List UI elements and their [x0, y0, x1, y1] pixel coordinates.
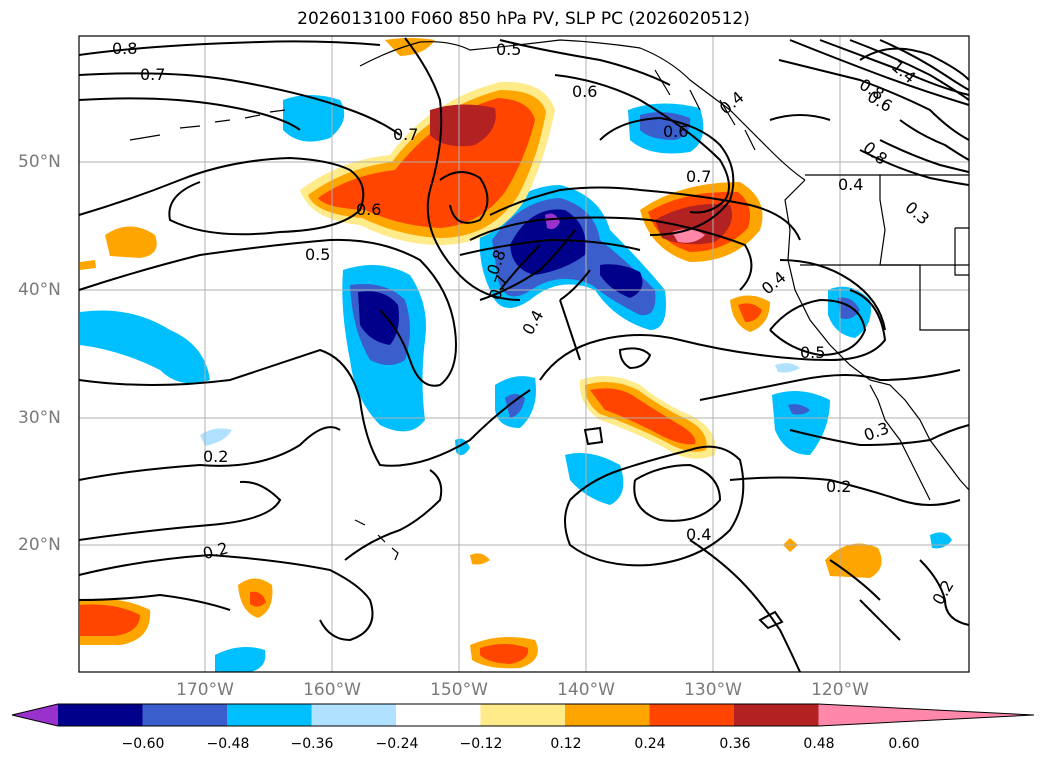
colorbar-swatch [480, 704, 566, 726]
colorbar-swatch [311, 704, 397, 726]
contour-label: 0.2 [826, 477, 851, 496]
colorbar-extend-left [12, 704, 58, 726]
contour-label: 0.7 [686, 167, 711, 186]
lat-label-40n: 40°N [18, 280, 61, 300]
colorbar-swatch [734, 704, 819, 726]
contour-label: 0.5 [496, 40, 521, 59]
map-frame [78, 35, 970, 673]
colorbar-tick: −0.48 [206, 736, 250, 752]
colorbar-extend-right [818, 704, 1034, 726]
colorbar-outline [11, 703, 1035, 727]
map-title: 2026013100 F060 850 hPa PV, SLP PC (2026… [297, 9, 750, 29]
lon-label-170w: 170°W [176, 680, 234, 700]
contour-label: 0.2 [203, 447, 228, 466]
colorbar-swatch [565, 704, 650, 726]
contour-label: 0.6 [663, 122, 688, 141]
colorbar-tick: 0.24 [634, 736, 666, 752]
contour-label: 0.7 [140, 65, 165, 84]
lat-label-20n: 20°N [18, 535, 61, 555]
colorbar-tick: −0.24 [375, 736, 419, 752]
lon-label-150w: 150°W [430, 680, 488, 700]
graticule [79, 36, 969, 672]
contour-label: 0.6 [572, 82, 597, 101]
contour-label: 0.8 [112, 39, 137, 58]
colorbar-tick: 0.60 [888, 736, 920, 752]
colorbar-swatch [396, 704, 481, 726]
colorbar-swatch [227, 704, 312, 726]
contour-label: 0.4 [838, 175, 863, 194]
colorbar-tick: 0.48 [803, 736, 835, 752]
colorbar [11, 703, 1035, 727]
colorbar-tick: −0.36 [290, 736, 334, 752]
lon-label-160w: 160°W [303, 680, 361, 700]
coastlines [129, 39, 970, 561]
lon-label-140w: 140°W [557, 680, 615, 700]
lon-label-130w: 130°W [684, 680, 742, 700]
contour-label: 0.5 [800, 343, 825, 362]
contour-label: 0.4 [686, 525, 711, 544]
colorbar-tick: 0.36 [719, 736, 751, 752]
contour-label: 0.6 [356, 200, 381, 219]
slp-contours [78, 37, 970, 673]
lat-label-50n: 50°N [18, 152, 61, 172]
contour-label: 0.7 [393, 125, 418, 144]
colorbar-swatch [649, 704, 735, 726]
colorbar-swatch [142, 704, 228, 726]
colorbar-tick: −0.60 [121, 736, 165, 752]
lon-label-120w: 120°W [811, 680, 869, 700]
colorbar-tick: −0.12 [459, 736, 503, 752]
lat-label-30n: 30°N [18, 408, 61, 428]
colorbar-tick: 0.12 [550, 736, 582, 752]
contour-label: 0.5 [305, 245, 330, 264]
colorbar-swatch [58, 704, 143, 726]
